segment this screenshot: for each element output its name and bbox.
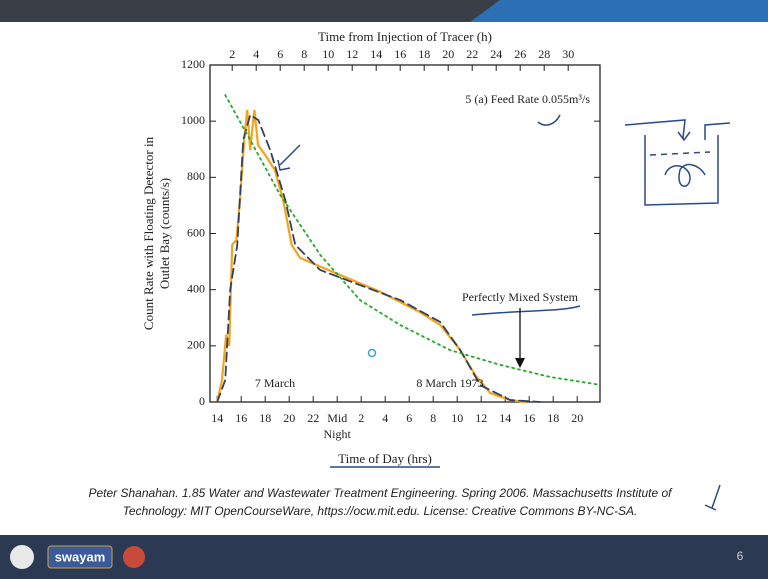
x-tick-label: 20 (283, 411, 295, 425)
logo-icon (123, 546, 145, 568)
citation: Technology: MIT OpenCourseWare, https://… (123, 504, 638, 518)
x-axis-title: Time of Day (hrs) (338, 451, 432, 466)
x-tick-label: 2 (358, 411, 364, 425)
annotation: 8 March 1973 (416, 376, 483, 390)
top-axis-title: Time from Injection of Tracer (h) (318, 29, 492, 44)
y-tick-label: 400 (187, 281, 205, 295)
y-axis-title: Outlet Bay (counts/s) (157, 178, 172, 289)
y-tick-label: 1200 (181, 57, 205, 71)
x-tick-label: 22 (307, 411, 319, 425)
annotation: 5 (a) Feed Rate 0.055m³/s (465, 92, 590, 106)
x-tick-label: 8 (430, 411, 436, 425)
x-tick-label: 18 (547, 411, 559, 425)
series-line (224, 94, 601, 386)
x-tick-label: 16 (235, 411, 247, 425)
top-tick-label: 10 (322, 47, 334, 61)
annotation-arrowhead (515, 358, 525, 368)
x-tick-label: 18 (259, 411, 271, 425)
y-tick-label: 800 (187, 169, 205, 183)
x-tick-label: 14 (211, 411, 223, 425)
top-tick-label: 28 (538, 47, 550, 61)
x-tick-label: 10 (451, 411, 463, 425)
top-tick-label: 8 (301, 47, 307, 61)
top-tick-label: 6 (277, 47, 283, 61)
top-tick-label: 18 (418, 47, 430, 61)
handwriting (277, 114, 731, 511)
citation: Peter Shanahan. 1.85 Water and Wastewate… (88, 486, 673, 500)
top-tick-label: 12 (346, 47, 358, 61)
top-tick-label: 20 (442, 47, 454, 61)
logo-text: swayam (55, 549, 106, 564)
top-tick-label: 4 (253, 47, 259, 61)
annotation: 7 March (255, 376, 295, 390)
y-axis-title: Count Rate with Floating Detector in (141, 136, 156, 330)
top-tick-label: 30 (562, 47, 574, 61)
y-tick-label: 1000 (181, 113, 205, 127)
logo-icon (10, 545, 34, 569)
x-tick-label: 6 (406, 411, 412, 425)
logo-box (47, 545, 113, 569)
footer-bar (0, 535, 768, 579)
x-tick-label: 14 (499, 411, 511, 425)
cursor (367, 348, 377, 358)
x-tick-label: 20 (571, 411, 583, 425)
x-tick-label: 16 (523, 411, 535, 425)
top-tick-label: 22 (466, 47, 478, 61)
top-tick-label: 14 (370, 47, 382, 61)
top-tick-label: 26 (514, 47, 526, 61)
y-tick-label: 0 (199, 394, 205, 408)
x-tick-label: 12 (475, 411, 487, 425)
slide-body (0, 22, 768, 535)
top-accent (470, 0, 768, 22)
page-number: 6 (737, 549, 744, 563)
y-tick-label: 200 (187, 338, 205, 352)
top-tick-label: 24 (490, 47, 502, 61)
x-tick-label: 4 (382, 411, 388, 425)
top-tick-label: 16 (394, 47, 406, 61)
annotation: Perfectly Mixed System (462, 290, 579, 304)
top-tick-label: 2 (229, 47, 235, 61)
x-tick-label: Mid Night (324, 411, 352, 441)
y-tick-label: 600 (187, 225, 205, 239)
series-line (216, 113, 542, 403)
